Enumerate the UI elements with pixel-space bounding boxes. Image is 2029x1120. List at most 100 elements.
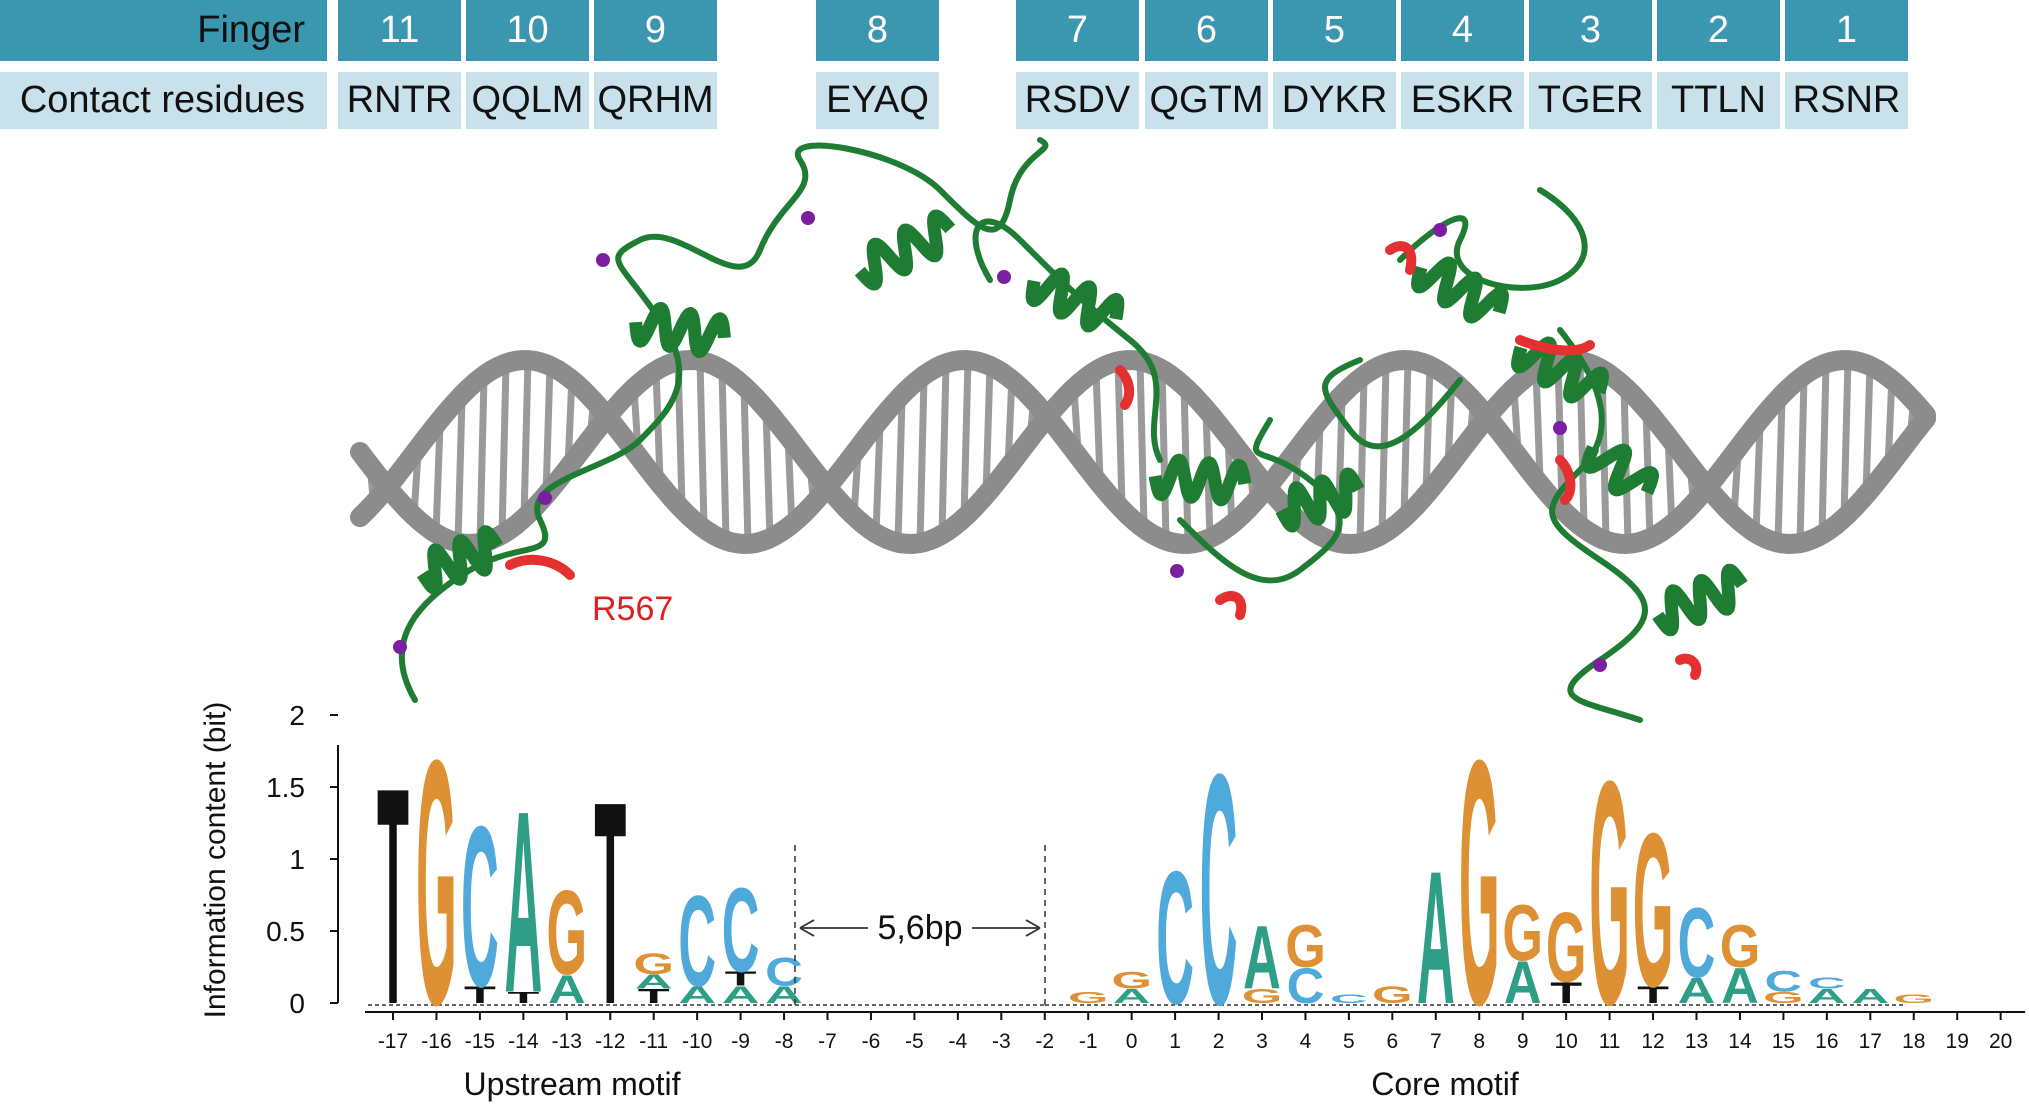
logo-letter-A: A <box>765 981 803 1008</box>
logo-letter-A: A <box>678 981 716 1008</box>
base-pair <box>1818 361 1830 539</box>
x-tick-label: 2 <box>1213 1030 1225 1053</box>
logo-letter-A: A <box>635 971 673 993</box>
residue-label-r567: R567 <box>592 590 674 628</box>
base-pair <box>982 360 994 499</box>
finger-cell-7: 7 <box>1016 0 1139 61</box>
base-pair <box>1356 374 1368 547</box>
x-tick-label: 7 <box>1430 1030 1442 1053</box>
x-tick-label: 3 <box>1256 1030 1268 1053</box>
x-tick-label: -5 <box>905 1030 924 1053</box>
x-tick-label: -12 <box>595 1030 625 1053</box>
logo-letter-A: A <box>1678 971 1716 1011</box>
logo-letter-C: C <box>765 950 803 995</box>
protein-coil <box>972 218 1163 463</box>
x-tick-label: -14 <box>508 1030 539 1053</box>
protein-dna-structure <box>350 137 1936 723</box>
base-pair <box>1752 421 1764 537</box>
dna-backbone-strand <box>350 349 1936 555</box>
helix-ribbon <box>1652 563 1748 637</box>
logo-letter-A: A <box>1808 985 1846 1007</box>
x-tick-label: 5 <box>1343 1030 1355 1053</box>
zinc-ion <box>1170 564 1184 578</box>
base-pair <box>762 405 774 544</box>
logo-letter-G: G <box>1546 891 1587 1003</box>
logo-letter-G: G <box>416 690 457 1077</box>
logo-letter-A: A <box>548 967 586 1012</box>
base-pair <box>872 421 884 537</box>
helix-ribbon <box>1275 467 1365 533</box>
logo-letter-G: G <box>1285 913 1326 980</box>
x-tick-label: -2 <box>1035 1030 1054 1053</box>
x-tick-label: 9 <box>1517 1030 1529 1053</box>
dna-backbone-strand <box>350 349 1936 555</box>
logo-letter-G: G <box>1763 989 1804 1007</box>
finger-cell-10: 10 <box>466 0 589 61</box>
zinc-ion <box>997 270 1011 284</box>
zinc-ion <box>801 211 815 225</box>
logo-letter-A: A <box>722 981 760 1008</box>
logo-letter-C: C <box>1678 887 1716 999</box>
logo-letter-G: G <box>1720 913 1761 980</box>
x-tick-label: 6 <box>1387 1030 1399 1053</box>
x-tick-label: -3 <box>992 1030 1011 1053</box>
x-tick-label: 10 <box>1554 1030 1577 1053</box>
upstream-motif-label: Upstream motif <box>464 1066 681 1102</box>
residue-cell-2: TTLN <box>1657 72 1780 129</box>
logo-letter-T: T <box>507 989 539 1007</box>
x-tick-label: 14 <box>1728 1030 1752 1053</box>
logo-letter-C: C <box>1808 975 1846 993</box>
residue-cell-6: QGTM <box>1145 72 1268 129</box>
base-pair <box>1136 357 1148 530</box>
finger-cell-11: 11 <box>338 0 461 61</box>
alpha-helix <box>1025 267 1125 333</box>
logo-letter-G: G <box>1893 993 1934 1006</box>
base-pair <box>1532 367 1544 483</box>
core-motif-label: Core motif <box>1371 1066 1519 1102</box>
alpha-helix <box>854 209 956 291</box>
zinc-finger-protein <box>398 137 1748 723</box>
residue-cell-9: QRHM <box>594 72 717 129</box>
gap-label: 5,6bp <box>877 909 962 947</box>
logo-letter-C: C <box>678 869 716 1013</box>
residue-cell-10: QQLM <box>466 72 589 129</box>
zinc-ions <box>393 211 1607 672</box>
logo-letter-A: A <box>1851 985 1889 1007</box>
gap-arrow-left <box>799 919 868 937</box>
logo-letter-A: A <box>1113 985 1151 1007</box>
x-tick-label: 0 <box>1126 1030 1138 1053</box>
logo-letter-C: C <box>1156 833 1194 1044</box>
base-pair <box>1796 374 1808 547</box>
base-pair <box>1158 365 1170 543</box>
logo-letter-G: G <box>1459 690 1500 1077</box>
y-tick-label: 2 <box>289 700 305 731</box>
logo-letter-T: T <box>1637 981 1669 1008</box>
zinc-ion <box>1593 658 1607 672</box>
zinc-ion <box>393 640 407 654</box>
base-pair <box>938 361 950 539</box>
x-tick-label: 19 <box>1946 1030 1969 1053</box>
contact-row-label: Contact residues <box>0 72 327 129</box>
y-tick-label: 1 <box>289 844 305 875</box>
residue-cell-8: EYAQ <box>816 72 939 129</box>
zinc-ion <box>596 253 610 267</box>
base-pair <box>1774 395 1786 547</box>
alpha-helix <box>629 301 731 359</box>
finger-cell-6: 6 <box>1145 0 1268 61</box>
base-pair <box>1840 356 1852 522</box>
logo-letter-G: G <box>1068 989 1109 1007</box>
protein-coil <box>1549 327 1648 723</box>
base-pair <box>740 382 752 548</box>
contact-residue <box>1115 365 1135 410</box>
logo-letter-G: G <box>1633 788 1674 1033</box>
zinc-ion <box>1433 223 1447 237</box>
gap-annotation: 5,6bp <box>794 845 1046 1005</box>
finger-cell-5: 5 <box>1273 0 1396 61</box>
base-pair <box>1092 367 1104 483</box>
alpha-helix <box>1275 467 1365 533</box>
logo-letter-G: G <box>1372 981 1413 1008</box>
logo-letter-T: T <box>725 968 757 990</box>
x-tick-label: -6 <box>862 1030 881 1053</box>
